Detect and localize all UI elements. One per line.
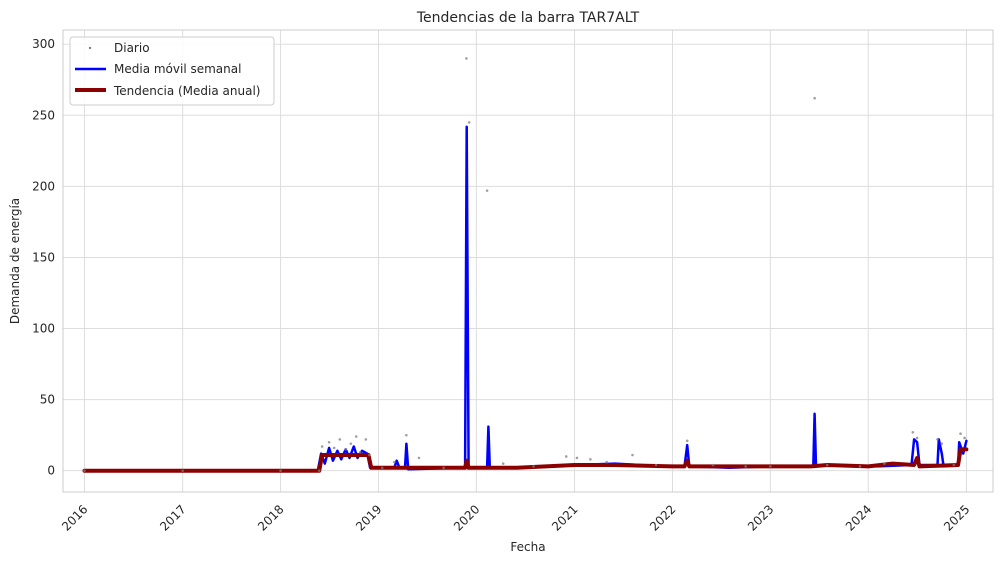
x-tick-label: 2020 <box>451 502 482 533</box>
x-tick-labels: 2016 2017 2018 2019 2020 2021 2022 2023 2024 2025 <box>59 502 972 533</box>
daily-point <box>952 463 956 467</box>
x-tick-label: 2023 <box>745 502 776 533</box>
x-axis-label: Fecha <box>510 540 545 554</box>
daily-point <box>358 450 362 454</box>
daily-point <box>915 436 919 440</box>
series-layer <box>82 57 969 473</box>
legend-label-media-movil: Media móvil semanal <box>114 62 241 76</box>
daily-point <box>368 453 371 457</box>
y-axis-label: Demanda de energía <box>8 198 22 324</box>
daily-point <box>344 448 348 451</box>
daily-point <box>769 465 772 468</box>
daily-point <box>501 462 505 465</box>
y-tick-label: 150 <box>32 250 55 264</box>
series-2 <box>82 447 969 473</box>
y-tick-label: 250 <box>32 108 55 122</box>
legend-box <box>69 36 275 106</box>
y-tick-label: 100 <box>32 322 55 336</box>
x-tick-label: 2024 <box>843 502 874 533</box>
daily-point <box>744 465 747 468</box>
chart-title: Tendencias de la barra TAR7ALT <box>416 10 640 26</box>
daily-point <box>685 439 689 443</box>
daily-point <box>813 96 816 100</box>
gridlines <box>63 30 993 492</box>
daily-point <box>465 57 468 60</box>
x-tick-label: 2021 <box>549 502 580 533</box>
legend: Diario Media móvil semanal Tendencia (Me… <box>69 36 275 106</box>
daily-point <box>83 469 86 472</box>
daily-point <box>825 463 829 467</box>
x-tick-label: 2019 <box>353 502 384 533</box>
y-tick-label: 300 <box>32 37 55 51</box>
daily-point <box>858 465 862 468</box>
daily-point <box>532 465 535 468</box>
daily-point <box>417 456 421 460</box>
daily-point <box>711 463 715 467</box>
daily-point <box>354 435 358 438</box>
daily-point <box>654 463 658 467</box>
plot-background <box>63 30 993 492</box>
x-tick-label: 2018 <box>255 502 286 533</box>
daily-point <box>320 445 324 448</box>
daily-point <box>605 460 609 464</box>
daily-point <box>589 458 592 461</box>
legend-label-tendencia: Tendencia (Media anual) <box>113 84 260 98</box>
daily-point <box>575 456 579 460</box>
daily-point <box>467 121 471 124</box>
daily-point <box>279 469 282 472</box>
daily-point <box>349 442 353 445</box>
daily-point <box>936 438 939 441</box>
y-tick-labels: 0 50 100 150 200 250 300 <box>32 37 55 477</box>
y-tick-label: 200 <box>32 179 55 193</box>
daily-point <box>564 455 568 458</box>
daily-point <box>405 433 408 437</box>
daily-point <box>631 453 634 457</box>
daily-point <box>442 466 445 470</box>
x-tick-label: 2016 <box>59 502 90 533</box>
daily-point <box>380 466 384 470</box>
annual-trend-line <box>82 447 969 473</box>
daily-point <box>338 438 342 441</box>
daily-point <box>959 432 962 436</box>
daily-point <box>911 430 915 434</box>
daily-point <box>317 469 321 472</box>
daily-point <box>327 440 331 444</box>
daily-point <box>485 189 489 192</box>
daily-point <box>181 469 184 472</box>
daily-point <box>392 460 396 464</box>
plot-frame <box>62 29 994 493</box>
y-tick-label: 50 <box>40 393 55 407</box>
y-tick-label: 0 <box>47 464 55 478</box>
legend-label-diario: Diario <box>114 41 150 55</box>
x-tick-label: 2025 <box>941 502 972 533</box>
x-tick-label: 2022 <box>647 502 678 533</box>
x-tick-label: 2017 <box>157 502 188 533</box>
daily-point <box>364 438 368 441</box>
daily-point <box>963 436 966 440</box>
daily-point <box>332 446 336 450</box>
series-0 <box>83 57 966 472</box>
daily-point <box>883 462 886 465</box>
daily-point <box>940 442 944 445</box>
legend-marker-diario <box>88 46 92 50</box>
